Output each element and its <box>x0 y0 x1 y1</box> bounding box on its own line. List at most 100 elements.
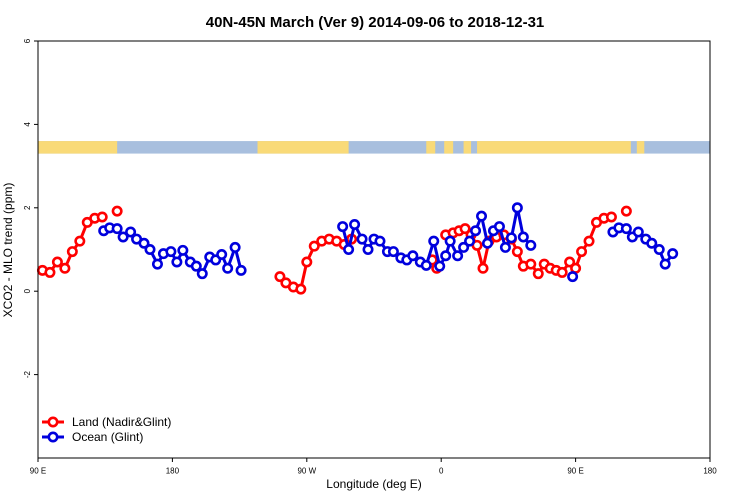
data-point <box>428 235 440 247</box>
y-tick-label: 2 <box>23 205 32 210</box>
land-band <box>636 141 645 154</box>
data-point <box>138 237 150 249</box>
data-point <box>458 241 470 253</box>
land-band <box>257 141 349 154</box>
y-axis-label: XCO2 - MLO trend (ppm) <box>1 183 15 318</box>
data-point <box>117 231 129 243</box>
data-point <box>459 223 471 235</box>
data-point <box>171 256 183 268</box>
data-point <box>229 241 241 253</box>
data-point <box>125 226 137 238</box>
data-point <box>470 225 482 237</box>
x-tick-label: 180 <box>166 467 180 476</box>
x-tick-label: 180 <box>703 467 717 476</box>
data-point <box>295 283 307 295</box>
data-point <box>511 246 523 258</box>
x-tick-label: 90 W <box>297 467 316 476</box>
plot-frame <box>37 40 711 459</box>
data-point <box>356 233 368 245</box>
data-point <box>505 232 517 244</box>
data-point <box>481 237 493 249</box>
legend-marker <box>47 416 59 428</box>
data-point <box>349 218 361 230</box>
x-axis-label: Longitude (deg E) <box>326 477 421 491</box>
x-tick-label: 90 E <box>567 467 583 476</box>
data-point <box>477 262 489 274</box>
data-point <box>222 262 234 274</box>
legend-label: Ocean (Glint) <box>72 430 143 444</box>
data-point <box>452 250 464 262</box>
legend: Land (Nadir&Glint)Ocean (Glint) <box>42 415 171 444</box>
data-point <box>667 248 679 260</box>
data-point <box>659 258 671 270</box>
series-line <box>42 215 103 274</box>
land-ocean-strip <box>38 141 710 154</box>
land-band <box>444 141 454 154</box>
data-point <box>653 244 665 256</box>
y-tick-label: -2 <box>23 370 32 378</box>
data-point <box>499 241 511 253</box>
data-point <box>525 239 537 251</box>
data-point <box>301 256 313 268</box>
land-band <box>463 141 472 154</box>
data-point <box>407 250 419 262</box>
data-point <box>444 235 456 247</box>
data-point <box>165 246 177 258</box>
x-tick-label: 0 <box>439 467 444 476</box>
series-land <box>36 205 632 295</box>
series-ocean <box>98 202 679 283</box>
data-point <box>308 240 320 252</box>
data-point <box>556 266 568 278</box>
data-point <box>111 223 123 235</box>
data-point <box>476 210 488 222</box>
land-band <box>477 141 631 154</box>
data-point <box>493 221 505 233</box>
data-point <box>434 260 446 272</box>
data-point <box>337 221 349 233</box>
data-point <box>274 271 286 283</box>
data-point <box>440 250 452 262</box>
x-axis: 90 E 180 90 W 0 90 E 180 <box>30 458 717 476</box>
y-tick-label: 4 <box>23 122 32 127</box>
y-tick-label: 0 <box>23 288 32 293</box>
legend-marker <box>47 431 59 443</box>
data-point <box>74 235 86 247</box>
data-point <box>59 262 71 274</box>
legend-label: Land (Nadir&Glint) <box>72 415 171 429</box>
series-layer <box>36 202 679 295</box>
data-point <box>66 246 78 258</box>
data-point <box>96 211 108 223</box>
data-point <box>620 205 632 217</box>
data-point <box>567 271 579 283</box>
data-point <box>144 244 156 256</box>
data-point <box>576 246 588 258</box>
data-point <box>532 268 544 280</box>
data-point <box>420 259 432 271</box>
data-point <box>517 231 529 243</box>
land-band <box>38 141 118 154</box>
y-tick-label: 6 <box>23 38 32 43</box>
data-point <box>362 244 374 256</box>
land-band <box>426 141 436 154</box>
data-point <box>511 202 523 214</box>
data-point <box>111 205 123 217</box>
data-point <box>177 244 189 256</box>
data-point <box>564 256 576 268</box>
data-point <box>632 226 644 238</box>
data-point <box>343 244 355 256</box>
data-point <box>620 223 632 235</box>
data-point <box>374 235 386 247</box>
y-axis: -2 0 2 4 6 <box>23 38 38 378</box>
chart-title: 40N-45N March (Ver 9) 2014-09-06 to 2018… <box>206 14 545 31</box>
data-point <box>387 246 399 258</box>
data-point <box>464 235 476 247</box>
data-point <box>44 266 56 278</box>
data-point <box>196 268 208 280</box>
data-point <box>151 258 163 270</box>
data-point <box>646 237 658 249</box>
data-point <box>235 264 247 276</box>
data-point <box>190 260 202 272</box>
data-point <box>216 249 228 261</box>
x-tick-label: 90 E <box>30 467 46 476</box>
